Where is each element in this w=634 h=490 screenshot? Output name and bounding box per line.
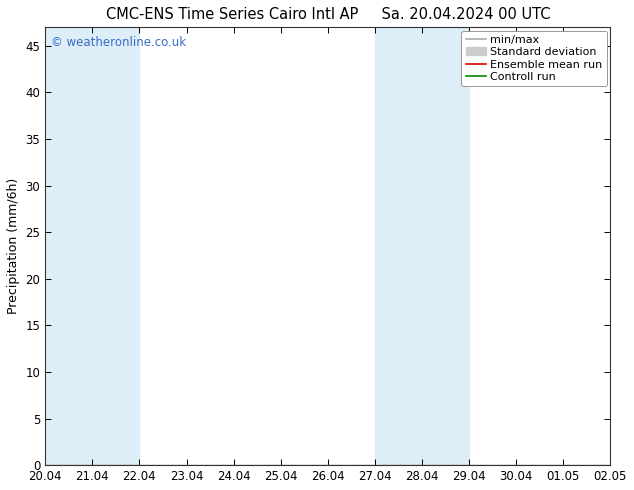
Legend: min/max, Standard deviation, Ensemble mean run, Controll run: min/max, Standard deviation, Ensemble me… bbox=[462, 30, 607, 86]
Bar bbox=[45, 27, 93, 465]
Text: © weatheronline.co.uk: © weatheronline.co.uk bbox=[51, 36, 186, 49]
Bar bbox=[422, 27, 469, 465]
Y-axis label: Precipitation (mm/6h): Precipitation (mm/6h) bbox=[7, 178, 20, 315]
Bar bbox=[93, 27, 139, 465]
Bar bbox=[375, 27, 422, 465]
Title: CMC-ENS Time Series Cairo Intl AP     Sa. 20.04.2024 00 UTC: CMC-ENS Time Series Cairo Intl AP Sa. 20… bbox=[105, 7, 550, 22]
